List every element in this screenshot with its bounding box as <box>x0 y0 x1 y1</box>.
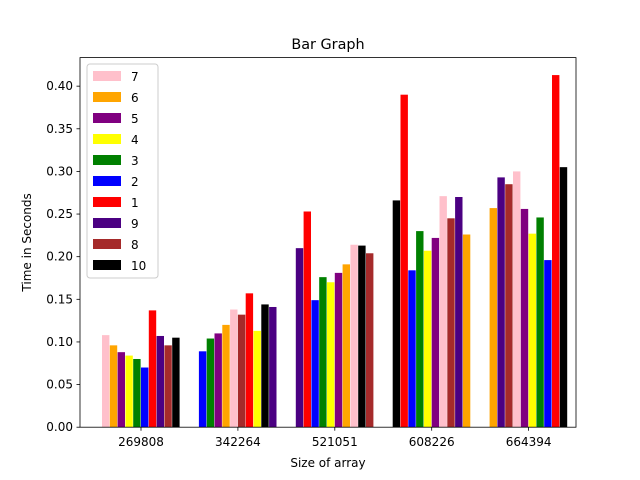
bar-series-8-269808 <box>164 345 172 428</box>
bar-series-7-664394 <box>513 171 521 428</box>
bar-series-6-521051 <box>342 264 350 428</box>
legend-swatch-3 <box>93 155 121 165</box>
bar-series-2-664394 <box>544 260 552 428</box>
bar-series-9-342264 <box>269 306 277 428</box>
y-tick-label: 0.20 <box>46 250 73 264</box>
bar-series-3-521051 <box>319 277 327 428</box>
x-tick-label: 342264 <box>215 435 261 449</box>
legend-swatch-5 <box>93 113 121 123</box>
legend-label-9: 9 <box>131 217 139 231</box>
y-axis: 0.00 0.05 0.10 0.15 0.20 0.25 0.30 0.35 0.40 <box>46 79 80 434</box>
bar-series-9-664394 <box>497 177 505 428</box>
y-tick-label: 0.10 <box>46 335 73 349</box>
bar-series-1-608226 <box>400 94 408 428</box>
legend-label-4: 4 <box>131 133 139 147</box>
bar-series-2-342264 <box>198 351 207 428</box>
bar-series-3-664394 <box>536 217 544 428</box>
legend-swatch-6 <box>93 92 121 102</box>
bar-series-7-342264 <box>230 309 238 428</box>
x-axis-label: Size of array <box>290 456 365 470</box>
legend-swatch-7 <box>93 71 121 81</box>
bar-series-1-269808 <box>148 310 157 428</box>
y-axis-label: Time in Seconds <box>20 193 34 292</box>
legend-swatch-8 <box>93 239 121 249</box>
bar-series-7-269808 <box>102 335 110 428</box>
bar-series-4-521051 <box>327 282 335 428</box>
bar-series-10-269808 <box>172 337 180 428</box>
legend-label-7: 7 <box>131 70 139 84</box>
bar-series-4-664394 <box>528 233 536 428</box>
bar-series-8-664394 <box>505 184 513 428</box>
bar-series-9-608226 <box>455 196 463 428</box>
plot-frame <box>79 57 577 428</box>
legend-swatch-1 <box>93 197 121 207</box>
legend-swatch-4 <box>93 134 121 144</box>
legend-label-8: 8 <box>131 238 139 252</box>
bar-series-6-664394 <box>489 208 497 428</box>
bar-series-4-269808 <box>125 355 133 428</box>
y-tick-label: 0.30 <box>46 164 73 178</box>
legend-label-6: 6 <box>131 91 139 105</box>
bar-series-2-269808 <box>141 367 149 428</box>
legend-label-1: 1 <box>131 196 139 210</box>
legend-label-10: 10 <box>131 259 146 273</box>
legend-swatch-9 <box>93 218 121 228</box>
bar-series-6-608226 <box>462 234 471 428</box>
bar-series-1-664394 <box>552 75 560 428</box>
bar-series-2-521051 <box>311 300 319 428</box>
bar-series-5-608226 <box>431 237 440 428</box>
x-axis: 269808 342264 521051 608226 664394 <box>118 427 552 449</box>
bar-series-5-342264 <box>214 333 222 428</box>
bar-series-5-521051 <box>334 272 343 428</box>
y-tick-label: 0.05 <box>46 378 73 392</box>
legend-label-5: 5 <box>131 112 139 126</box>
x-tick-label: 608226 <box>409 435 455 449</box>
chart-title: Bar Graph <box>291 37 364 53</box>
bars-group <box>102 75 568 428</box>
x-tick-label: 664394 <box>506 435 552 449</box>
bar-series-7-521051 <box>350 244 358 428</box>
x-tick-label: 269808 <box>118 435 164 449</box>
bar-series-9-521051 <box>295 248 304 428</box>
bar-series-2-608226 <box>408 270 416 428</box>
y-tick-label: 0.35 <box>46 122 73 136</box>
bar-series-8-521051 <box>366 253 374 428</box>
bar-series-5-269808 <box>117 352 125 428</box>
bar-series-9-269808 <box>156 335 164 428</box>
bar-series-3-608226 <box>416 231 424 428</box>
bar-series-3-269808 <box>133 358 141 428</box>
bar-series-6-269808 <box>109 345 118 428</box>
bar-series-7-608226 <box>439 196 447 428</box>
y-tick-label: 0.25 <box>46 207 73 221</box>
bar-series-10-664394 <box>559 167 568 428</box>
legend-swatch-10 <box>93 260 121 270</box>
bar-series-8-608226 <box>447 218 455 428</box>
bar-series-6-342264 <box>222 324 230 428</box>
bar-series-10-342264 <box>261 304 269 428</box>
y-tick-label: 0.40 <box>46 79 73 93</box>
legend-label-2: 2 <box>131 175 139 189</box>
bar-series-8-342264 <box>237 314 246 428</box>
bar-series-1-342264 <box>245 293 254 428</box>
legend: 7 6 5 4 3 2 1 9 8 10 <box>86 63 159 279</box>
bar-series-10-608226 <box>392 200 401 428</box>
legend-label-3: 3 <box>131 154 139 168</box>
y-tick-label: 0.00 <box>46 420 73 434</box>
bar-series-4-342264 <box>253 330 261 428</box>
bar-series-1-521051 <box>303 211 311 428</box>
legend-swatch-2 <box>93 176 121 186</box>
bar-series-3-342264 <box>206 338 215 428</box>
y-tick-label: 0.15 <box>46 292 73 306</box>
x-tick-label: 521051 <box>312 435 358 449</box>
bar-series-10-521051 <box>358 245 366 428</box>
bar-series-4-608226 <box>423 250 432 428</box>
bar-series-5-664394 <box>520 208 529 428</box>
